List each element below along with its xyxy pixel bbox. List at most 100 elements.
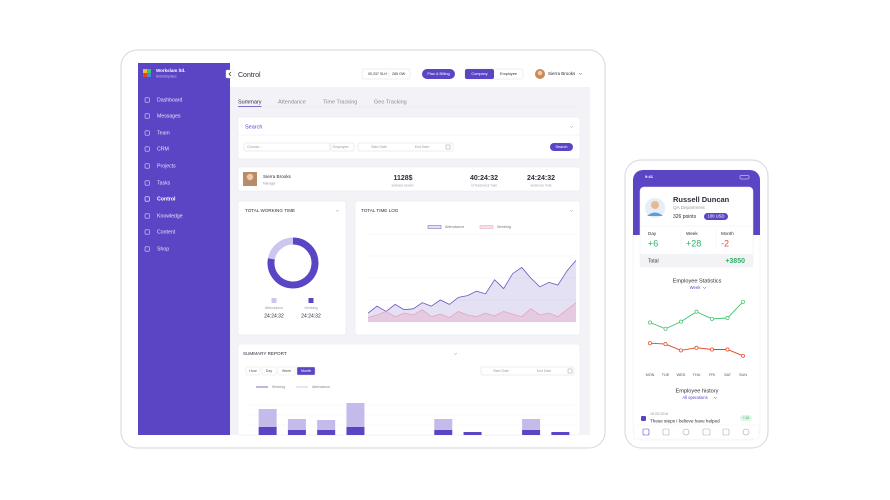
collapse-icon <box>228 71 232 77</box>
profile-department: QA Department <box>673 205 705 210</box>
menu-item[interactable]: Control <box>157 196 176 202</box>
period-button[interactable] <box>261 366 277 376</box>
point <box>694 345 699 350</box>
search-button[interactable] <box>550 143 573 151</box>
tab[interactable]: Time Tracking <box>323 99 357 105</box>
collapse-arrow[interactable] <box>335 209 340 212</box>
menu-item[interactable]: Team <box>157 130 170 136</box>
sidebar <box>138 63 230 435</box>
tab-icon[interactable] <box>642 428 650 436</box>
company-sub: All Enterprises <box>156 74 177 78</box>
area-chart: Attendance Working <box>367 225 577 323</box>
area-line <box>367 302 577 319</box>
tab-icon[interactable] <box>742 428 750 436</box>
legend-label: Working <box>304 306 317 310</box>
x-tick-label: WED <box>677 373 686 377</box>
tab-bar <box>633 424 760 440</box>
tab-icon[interactable] <box>682 428 690 436</box>
tab-underline <box>238 106 262 107</box>
menu-icon <box>144 213 150 219</box>
legend-swatch <box>479 225 494 229</box>
card-title: SUMMARY REPORT <box>243 351 287 356</box>
stats-period[interactable]: Week <box>690 285 702 290</box>
stats-pill-text: 285 OW <box>392 72 406 76</box>
menu-icon <box>144 97 150 103</box>
start-date: Start Date <box>371 145 387 149</box>
menu-item[interactable]: Dashboard <box>157 97 182 103</box>
balance: 100 USD <box>708 214 725 219</box>
bar-segment <box>317 430 336 435</box>
menu-item[interactable]: CRM <box>157 146 169 152</box>
period-button[interactable] <box>245 366 261 376</box>
dropdown-arrow <box>702 286 707 289</box>
profile-points: 326 points <box>673 214 697 220</box>
point <box>710 316 714 321</box>
avatar-face <box>537 70 543 76</box>
stat-value: 1128$ <box>393 175 412 182</box>
date-range-input[interactable] <box>480 366 575 376</box>
avatar-shirt <box>647 212 663 216</box>
select-input[interactable] <box>243 142 331 152</box>
collapse-arrow[interactable] <box>453 352 458 355</box>
stats-title: Employee Statistics <box>673 278 722 284</box>
period-button[interactable] <box>296 366 316 376</box>
bar-segment <box>317 420 336 430</box>
period-value: -2 <box>721 238 729 248</box>
donut-chart: Attendance 24:24:32 Working 24:24:32 <box>264 237 321 319</box>
stats-pill <box>361 68 411 80</box>
menu-item[interactable]: Shop <box>157 246 169 252</box>
plan-billing-button[interactable] <box>422 69 455 79</box>
collapse-button[interactable] <box>225 69 235 79</box>
user-name[interactable]: Sierra Brooks <box>548 71 576 76</box>
profile-name: Russell Duncan <box>673 195 730 204</box>
stats-pill-text: 00,337 SLH <box>368 72 387 76</box>
bar-segment <box>287 430 306 435</box>
legend-label: Attendance <box>445 225 464 229</box>
x-tick-label: SUN <box>739 373 747 377</box>
company-name: Workslam ltd. <box>156 68 185 73</box>
tab-icon[interactable] <box>702 428 711 436</box>
point <box>648 341 652 346</box>
menu-item[interactable]: Projects <box>157 163 176 169</box>
sidebar-menu: Dashboard Messages Team CRM Projects Tasks Con… <box>144 97 183 252</box>
total-row <box>640 254 753 267</box>
collapse-arrow[interactable] <box>569 209 574 212</box>
period-label: Hour <box>249 369 258 373</box>
employee-input[interactable] <box>330 142 355 152</box>
menu-icon <box>144 196 150 202</box>
bar-segment <box>346 427 365 435</box>
period-button[interactable] <box>277 366 296 376</box>
history-filter[interactable]: All operations <box>682 395 707 400</box>
tab-icon[interactable] <box>722 428 730 436</box>
total-label: Total <box>648 258 659 264</box>
tab[interactable]: Attendance <box>278 99 306 105</box>
date-range-input[interactable] <box>357 142 454 152</box>
menu-item[interactable]: Content <box>157 229 176 235</box>
toggle-active[interactable] <box>465 69 494 79</box>
history-text: These steps I believe have helped <box>650 419 720 424</box>
battery-icon <box>739 175 750 180</box>
employee-name: Sierra Brooks <box>263 174 292 179</box>
menu-item[interactable]: Messages <box>157 113 181 119</box>
dropdown-arrow <box>578 72 583 75</box>
card-title: TOTAL TIME LOG <box>361 208 399 213</box>
period-label: Day <box>266 369 273 373</box>
tab[interactable]: Geo Tracking <box>374 99 407 105</box>
point <box>663 326 668 331</box>
tab[interactable]: Summary <box>238 99 262 105</box>
collapse-arrow[interactable] <box>569 125 574 128</box>
x-tick-label: TUE <box>662 373 670 377</box>
employee-stats: 1128$ EARNED MONEY 40:24:32 ATTENDANCE TIME… <box>392 175 555 188</box>
stat-label: WORKING TIME <box>530 184 551 188</box>
menu-icon <box>144 246 150 252</box>
menu-item[interactable]: Knowledge <box>157 213 183 219</box>
menu-item[interactable]: Tasks <box>157 180 171 186</box>
bar-segment <box>551 432 570 435</box>
line-chart: MON TUE WED THU FRI SAT SUN <box>646 299 747 377</box>
point <box>725 316 730 320</box>
bar-chart: Hour Day Week Month Working Attendance <box>245 366 575 435</box>
tab-icon[interactable] <box>662 428 670 436</box>
start-date: Start Date <box>493 369 509 373</box>
donut-segment <box>267 237 294 260</box>
